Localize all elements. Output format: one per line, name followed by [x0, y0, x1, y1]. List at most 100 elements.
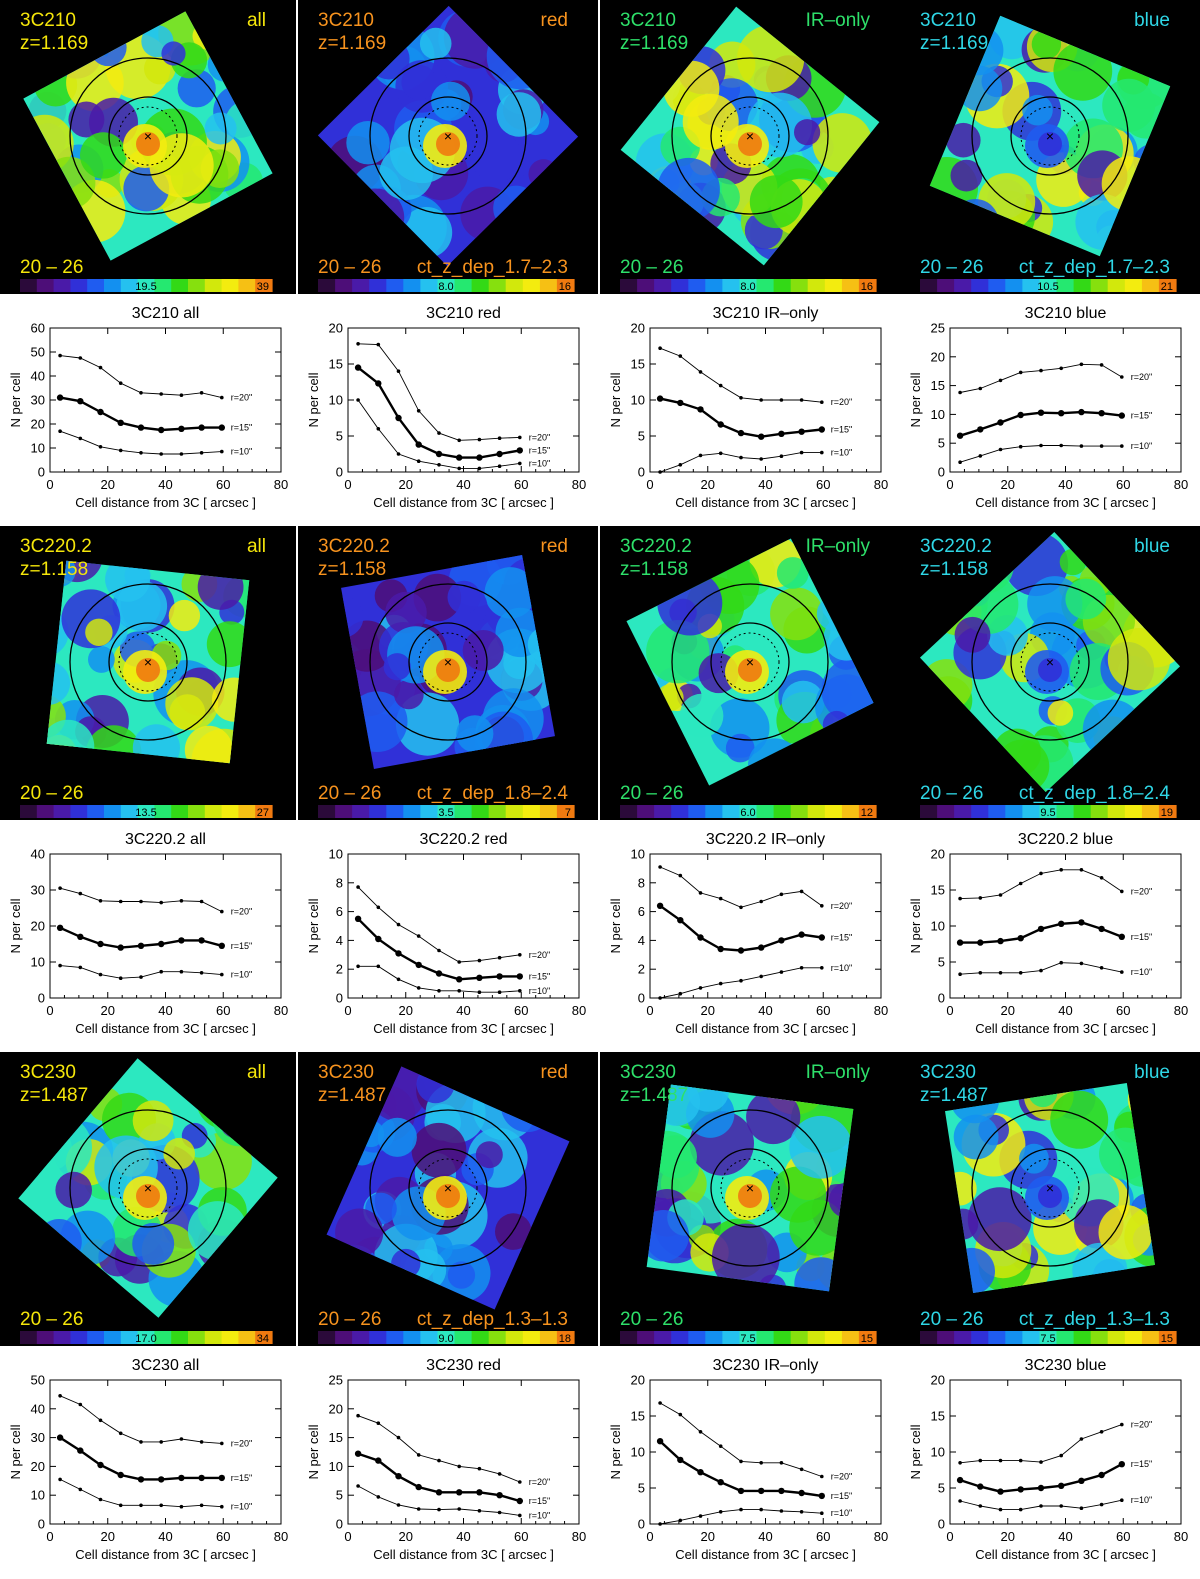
- series-label: r=15": [231, 941, 252, 951]
- map-source-label: 3C220.2: [920, 536, 992, 557]
- data-point: [435, 970, 443, 977]
- profile-plot-3C230-red: 3C230 red 0 20 40 60 80 0 5 10 15 20 25 Cell distanc…: [298, 1346, 598, 1578]
- data-point: [179, 969, 184, 974]
- data-point: [437, 463, 441, 467]
- ring-outer: [671, 57, 829, 215]
- density-blob: [447, 1261, 476, 1289]
- data-point: [1118, 412, 1125, 419]
- density-blob: [710, 698, 770, 758]
- density-blob: [953, 1114, 999, 1160]
- x-tick-label: 80: [874, 1003, 888, 1018]
- data-point: [717, 1479, 724, 1486]
- data-point: [416, 1507, 421, 1511]
- data-point: [139, 1503, 143, 1508]
- data-point: [698, 453, 703, 458]
- colorbar-swatch: [70, 279, 88, 292]
- data-point: [356, 1484, 360, 1488]
- density-blob: [653, 1135, 697, 1179]
- map-source-label: 3C210: [20, 10, 76, 31]
- density-blob: [486, 23, 553, 90]
- data-point: [1099, 966, 1104, 970]
- density-blob: [447, 580, 481, 614]
- colorbar-swatch: [488, 1331, 507, 1344]
- data-point: [1039, 1460, 1043, 1464]
- colorbar-swatch: [1107, 279, 1126, 292]
- y-tick-label: 2: [336, 962, 343, 977]
- data-point: [1018, 1507, 1023, 1512]
- map-panel-label: blue: [1134, 1062, 1170, 1083]
- colorbar-swatch: [1141, 279, 1160, 292]
- data-point: [978, 1504, 983, 1508]
- x-tick-label: 0: [646, 1003, 653, 1018]
- y-axis-label: N per cell: [8, 1424, 23, 1479]
- data-point: [179, 1437, 184, 1441]
- map-mag-range: 20 – 26: [20, 1309, 83, 1330]
- data-point: [497, 1472, 502, 1476]
- map-redshift-label: z=1.487: [318, 1085, 386, 1106]
- data-point: [356, 964, 360, 969]
- density-blob: [227, 217, 259, 249]
- series-label: r=15": [1131, 411, 1152, 421]
- data-point: [978, 386, 983, 391]
- density-blob: [1127, 575, 1162, 610]
- series-label: r=20": [1131, 886, 1152, 896]
- colorbar-swatch: [937, 1331, 955, 1344]
- data-point: [698, 891, 703, 895]
- data-point: [658, 346, 662, 350]
- data-point: [958, 1461, 962, 1465]
- y-tick-label: 20: [329, 321, 343, 336]
- data-point: [220, 1441, 224, 1446]
- colorbar-mid-label: 3.5: [438, 807, 453, 819]
- colorbar-swatch: [756, 279, 775, 292]
- data-point: [137, 1476, 145, 1483]
- density-blob: [646, 620, 710, 684]
- data-point: [178, 1474, 185, 1482]
- y-tick-label: 5: [336, 1488, 343, 1503]
- colorbar-swatch: [773, 805, 792, 818]
- map-panel-label: all: [247, 10, 266, 31]
- map-source-label: 3C230: [20, 1062, 76, 1083]
- colorbar-swatch: [1039, 1331, 1058, 1344]
- data-point: [1120, 375, 1124, 379]
- colorbar-swatch: [104, 805, 122, 818]
- colorbar-swatch: [556, 1331, 575, 1344]
- data-point: [678, 991, 683, 996]
- ring-outer: [69, 1109, 227, 1267]
- series-label: r=15": [1131, 932, 1152, 942]
- density-blob: [46, 661, 71, 705]
- density-blob: [929, 78, 964, 116]
- data-point: [977, 1483, 984, 1490]
- density-blob: [770, 587, 823, 641]
- y-tick-label: 15: [631, 1409, 645, 1424]
- y-tick-label: 0: [938, 465, 945, 480]
- y-tick-label: 4: [336, 933, 343, 948]
- data-point: [1098, 925, 1105, 933]
- data-point: [779, 1509, 784, 1513]
- x-tick-label: 60: [1116, 1003, 1130, 1018]
- colorbar-swatch: [522, 805, 541, 818]
- y-tick-label: 6: [336, 904, 343, 919]
- data-point: [457, 1464, 461, 1469]
- colorbar-swatch: [403, 805, 421, 818]
- data-point: [718, 1444, 723, 1448]
- data-point: [758, 1487, 765, 1495]
- profile-plot-3C220.2-red: 3C220.2 red 0 20 40 60 80 0 2 4 6 8 10 Cell distance…: [298, 820, 598, 1052]
- data-point: [356, 1413, 360, 1418]
- data-point: [77, 1447, 84, 1454]
- density-blob: [496, 92, 542, 137]
- data-point: [376, 1495, 381, 1499]
- data-point: [179, 899, 184, 903]
- data-point: [718, 896, 723, 901]
- data-point: [677, 1456, 684, 1464]
- data-point: [998, 447, 1003, 452]
- data-point: [998, 893, 1003, 897]
- data-point: [1118, 933, 1125, 940]
- density-map-svg: × 3C220.2z=1.158 IR–only 20 – 26 6.0 12: [620, 536, 877, 819]
- density-blob: [226, 37, 261, 72]
- data-point: [158, 426, 165, 434]
- colorbar-swatch: [539, 1331, 558, 1344]
- colorbar-max-label: 15: [861, 1333, 873, 1345]
- colorbar-max-label: 18: [559, 1333, 571, 1345]
- data-point: [435, 1489, 443, 1496]
- data-point: [1079, 868, 1084, 872]
